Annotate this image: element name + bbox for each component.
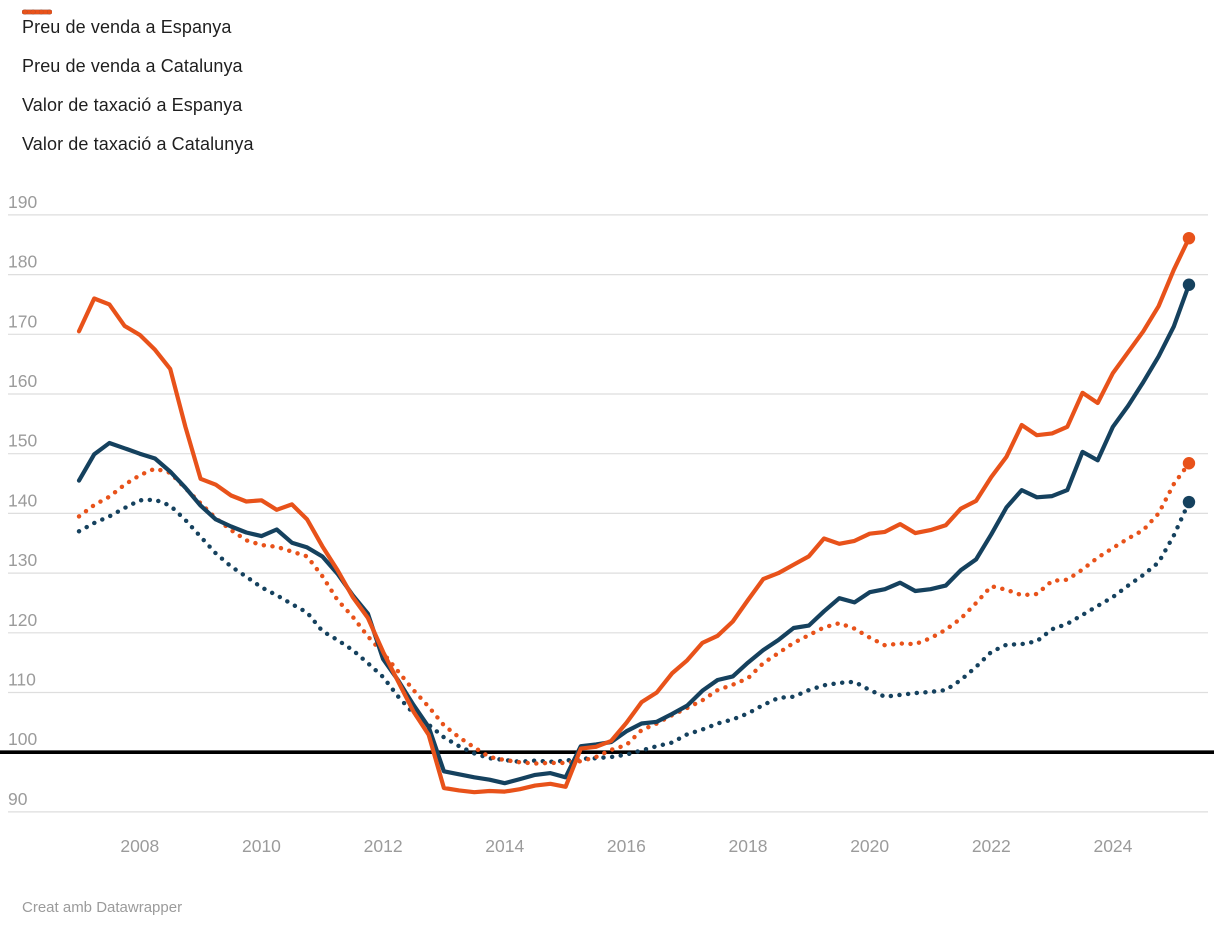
x-axis-label: 2020 <box>850 836 889 856</box>
chart-legend: Preu de venda a Espanya Preu de venda a … <box>22 8 254 164</box>
x-axis-label: 2010 <box>242 836 281 856</box>
series-end-dot <box>1182 231 1196 245</box>
legend-item-preu-espanya: Preu de venda a Espanya <box>22 8 254 47</box>
y-axis-label: 100 <box>8 729 37 749</box>
x-axis-label: 2024 <box>1093 836 1132 856</box>
series-line-taxacio-espanya <box>76 497 1192 764</box>
series-line-preu-espanya <box>76 282 1192 786</box>
y-axis-label: 130 <box>8 550 37 570</box>
x-axis-label: 2008 <box>120 836 159 856</box>
x-axis-label: 2016 <box>607 836 646 856</box>
series-end-dot <box>1182 457 1196 470</box>
y-axis-label: 170 <box>8 311 37 331</box>
legend-label: Preu de venda a Espanya <box>22 17 232 37</box>
solid-line-swatch-icon <box>22 9 52 15</box>
legend-label: Valor de taxació a Catalunya <box>22 134 254 154</box>
series-end-dot <box>1182 495 1196 509</box>
y-axis-label: 120 <box>8 610 37 630</box>
y-axis-label: 150 <box>8 431 37 451</box>
legend-label: Preu de venda a Catalunya <box>22 56 243 76</box>
y-axis-label: 90 <box>8 789 28 809</box>
y-axis-label: 140 <box>8 490 37 510</box>
series-end-dot <box>1182 278 1196 291</box>
y-axis-label: 110 <box>8 670 36 690</box>
y-axis-label: 190 <box>8 192 37 212</box>
legend-label: Valor de taxació a Espanya <box>22 95 243 115</box>
dotted-line-swatch-icon <box>22 9 52 15</box>
x-axis-label: 2012 <box>364 836 403 856</box>
x-axis-label: 2014 <box>485 836 524 856</box>
series-line-taxacio-catalunya <box>76 461 1192 766</box>
legend-item-preu-catalunya: Preu de venda a Catalunya <box>22 9 254 86</box>
y-axis-label: 160 <box>8 371 37 391</box>
series-line-preu-catalunya <box>76 236 1192 795</box>
legend-item-taxacio-catalunya: Valor de taxació a Catalunya <box>22 9 254 164</box>
x-axis-label: 2018 <box>729 836 768 856</box>
legend-item-taxacio-espanya: Valor de taxació a Espanya <box>22 9 254 125</box>
x-axis-label: 2022 <box>972 836 1011 856</box>
y-axis-label: 180 <box>8 252 37 272</box>
datawrapper-credit: Creat amb Datawrapper <box>22 899 183 916</box>
